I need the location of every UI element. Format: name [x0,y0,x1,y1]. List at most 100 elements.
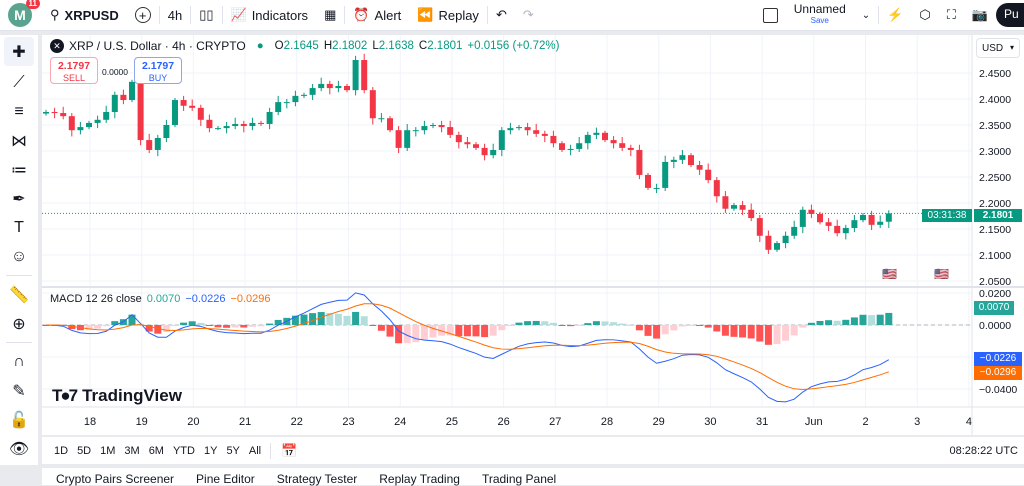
range-5d[interactable]: 5D [77,444,92,457]
candle-body [490,149,497,156]
range-all[interactable]: All [248,444,262,457]
candle-body [206,119,213,129]
candle-body [576,143,583,149]
candle-body [43,112,49,114]
clock-display[interactable]: 08:28:22 UTC [949,444,1018,457]
macd-histogram-bar [317,312,325,325]
economic-event-icon[interactable]: 🇺🇸 [882,267,897,281]
bottom-panel-tabs: Crypto Pairs Screener Pine Editor Strate… [42,468,1024,486]
templates-button[interactable]: ▦ [316,0,344,31]
x-tick-label: 28 [601,416,613,428]
range-3m[interactable]: 3M [124,444,140,457]
pattern-icon: ⋈ [11,132,27,150]
range-ytd[interactable]: YTD [172,444,195,457]
lock-all-tool[interactable]: 🔓 [0,405,38,434]
layout-name-button[interactable]: Unnamed Save [793,2,846,25]
range-1y[interactable]: 1Y [203,444,218,457]
macd-histogram-bar [291,315,299,325]
symbol-search-button[interactable]: ⚲ XRPUSD [50,7,119,23]
fullscreen-button[interactable]: ⛶ [939,0,964,31]
candle-body [885,213,892,222]
candle-body [146,140,153,150]
candle-body [559,143,565,150]
range-6m[interactable]: 6M [148,444,164,457]
divider [486,6,488,24]
chart-type-button[interactable]: ▯▯ [191,0,221,31]
hide-drawings-tool[interactable]: 👁 [0,434,38,463]
zoom-tool[interactable]: ⊕ [0,309,38,338]
pattern-tool[interactable]: ⋈ [0,126,38,155]
layout-menu-button[interactable]: ⌄ [854,0,878,31]
candle-body [619,143,626,148]
trendline-tool[interactable]: ⟋ [0,68,38,97]
brush-tool[interactable]: ✒ [0,184,38,213]
buy-button[interactable]: 2.1797 BUY [134,57,182,84]
fib-tool[interactable]: ≡ [0,97,38,126]
macd-histogram-bar [395,325,403,344]
tab-trading-panel[interactable]: Trading Panel [481,472,557,486]
pencil-lock-icon: ✎ [12,382,26,400]
currency-select[interactable]: USD ▾ [976,38,1020,58]
x-tick-label: 18 [84,416,96,428]
square-icon [762,7,778,23]
layout-select-button[interactable] [755,0,786,31]
macd-hist-label: 0.0070 [974,301,1014,315]
range-1d[interactable]: 1D [54,444,69,457]
candle-body [645,174,651,188]
candle-body [326,83,333,89]
chart-area[interactable]: 18 19 20 21 22 23 24 25 26 27 28 29 30 31 Jun 2 3 4 2.4500… [42,35,1024,435]
candle-body [232,123,239,127]
measure-tool[interactable]: 📏 [0,280,38,309]
candle-body [593,132,600,135]
macd-legend: MACD 12 26 close 0.0070 −0.0226 −0.0296 [50,293,271,305]
candle-body [791,226,798,236]
macd-histogram-bar [653,325,661,339]
magnet-tool[interactable]: ∩ [0,347,38,376]
redo-button[interactable]: ↷ [515,0,542,31]
screenshot-button[interactable]: 📷 [964,0,996,31]
range-5y[interactable]: 5Y [226,444,240,457]
icon-tool[interactable]: ☺ [0,242,38,271]
publish-button[interactable]: Pu [996,3,1024,27]
macd-histogram-bar [300,314,308,325]
undo-button[interactable]: ↶ [488,0,515,31]
candle-body [636,149,643,175]
tab-strategy-tester[interactable]: Strategy Tester [276,472,358,486]
lock-drawings-tool[interactable]: ✎ [0,376,38,405]
replay-button[interactable]: ⏪ Replay [417,7,479,23]
indicators-button[interactable]: 📈 Indicators [230,7,309,23]
sell-button[interactable]: 2.1797 SELL [50,57,98,84]
forecast-tool[interactable]: ≔ [0,155,38,184]
alert-button[interactable]: ⏰ Alert [353,7,402,23]
candle-body [266,112,273,124]
tab-crypto-screener[interactable]: Crypto Pairs Screener [56,472,175,486]
candle-body [344,86,350,91]
macd-histogram-bar [309,313,317,325]
divider [6,342,32,343]
quick-search-button[interactable]: ⚡ [879,0,911,31]
range-1m[interactable]: 1M [100,444,116,457]
tab-replay-trading[interactable]: Replay Trading [379,472,460,486]
chart-canvas[interactable]: 18 19 20 21 22 23 24 25 26 27 28 29 30 31 Jun 2 3 42.4500… [42,35,1024,435]
candle-body [851,220,858,228]
candle-body [163,125,170,138]
macd-histogram-bar [214,325,222,328]
macd-histogram-bar [541,321,549,325]
goto-date-icon[interactable]: 📅 [281,442,298,458]
macd-histogram-bar [498,325,506,331]
settings-button[interactable]: ⬡ [911,0,938,31]
candle-body [602,132,608,141]
compare-button[interactable]: + [127,0,159,31]
candle-body [481,147,488,156]
avatar[interactable]: M 11 [8,0,40,27]
candle-body [533,130,540,134]
crosshair-tool[interactable]: ✚ [4,37,34,66]
economic-event-icon[interactable]: 🇺🇸 [934,267,949,281]
xrp-logo-icon: ✕ [50,39,64,53]
candle-body [223,126,230,129]
text-tool[interactable]: T [0,213,38,242]
tab-pine-editor[interactable]: Pine Editor [196,472,255,486]
interval-button[interactable]: 4h [167,7,183,23]
candle-body [154,138,161,150]
macd-histogram-bar [524,321,532,325]
